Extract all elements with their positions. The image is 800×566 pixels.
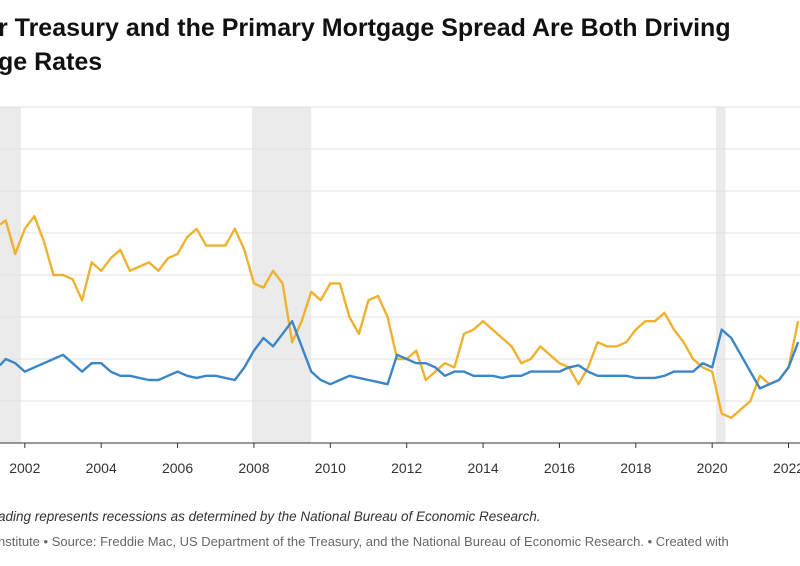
series-line bbox=[0, 320, 800, 390]
x-tick-label: 2010 bbox=[315, 460, 346, 476]
plot-area: 2002 2004 2006 2008 2010 2012 2014 2016 2018 2020… bbox=[0, 106, 800, 476]
x-tick-label: 2018 bbox=[620, 460, 651, 476]
x-tick-label: 2012 bbox=[391, 460, 422, 476]
x-tick-label: 2002 bbox=[9, 460, 40, 476]
x-tick-label: 2006 bbox=[162, 460, 193, 476]
x-tick-label: 2008 bbox=[238, 460, 269, 476]
chart-source: nstitute • Source: Freddie Mac, US Depar… bbox=[0, 534, 729, 549]
x-tick-label: 2014 bbox=[467, 460, 498, 476]
x-tick-label: 2004 bbox=[86, 460, 117, 476]
x-tick-label: 2022 bbox=[773, 460, 800, 476]
chart-title-line: r Treasury and the Primary Mortgage Spre… bbox=[0, 14, 731, 42]
chart-note: ading represents recessions as determine… bbox=[0, 509, 541, 524]
chart-title-line: ge Rates bbox=[0, 48, 102, 76]
series-line bbox=[0, 215, 800, 419]
x-tick-label: 2020 bbox=[697, 460, 728, 476]
x-tick-label: 2016 bbox=[544, 460, 575, 476]
